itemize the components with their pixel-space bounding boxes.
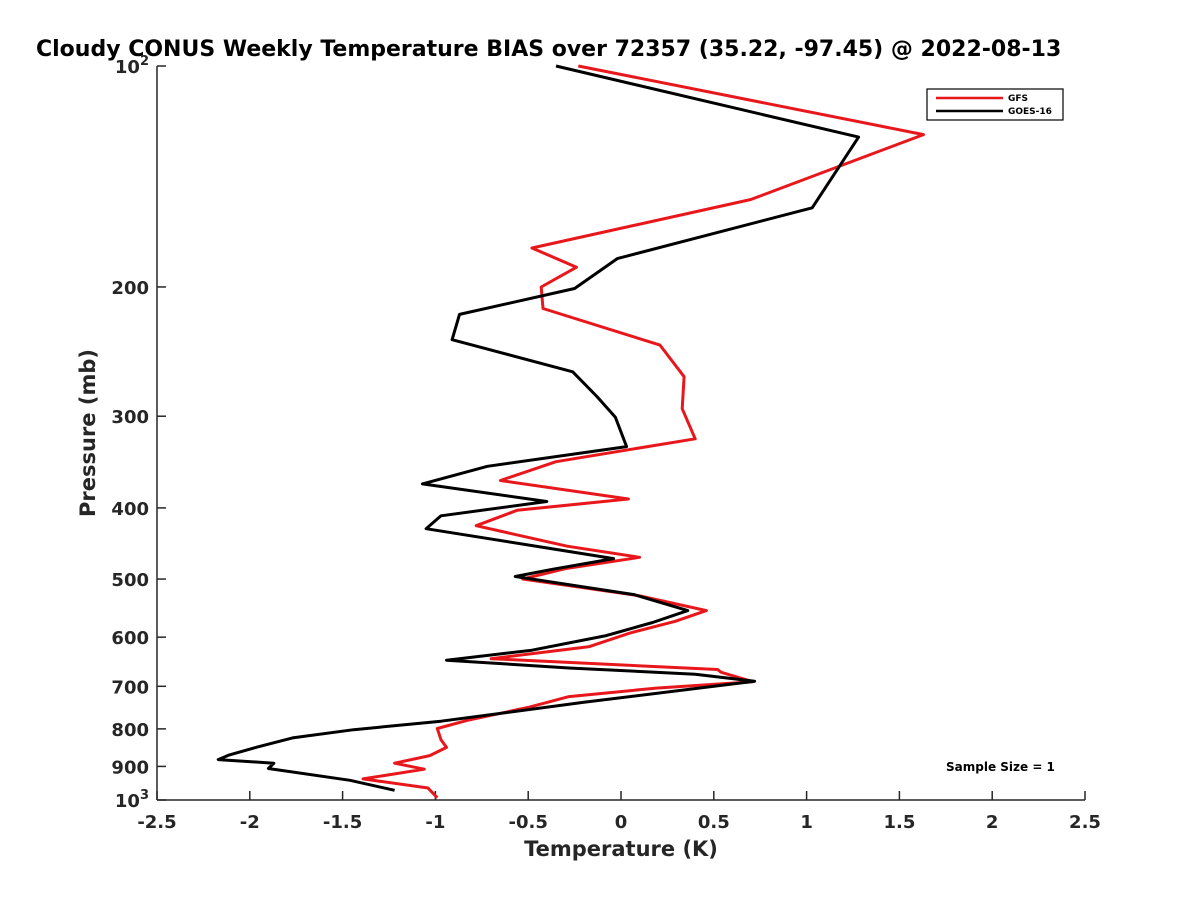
x-tick-label: 1 [800, 812, 813, 833]
y-tick-label: 700 [111, 677, 149, 698]
y-tick-label: 500 [111, 570, 149, 591]
y-tick-label: 200 [111, 278, 149, 299]
y-ticks: 102 200 300 400 500 600 700 800 900 103 [111, 54, 166, 812]
legend-label-goes16: GOES-16 [1008, 107, 1052, 117]
series-line-gfs [361, 64, 925, 799]
y-tick-label: 103 [115, 788, 149, 812]
y-tick-label: 102 [115, 54, 149, 78]
y-tick-label: 800 [111, 720, 149, 741]
x-tick-label: 0.5 [698, 812, 730, 833]
x-axis-label: Temperature (K) [524, 837, 718, 861]
x-tick-label: -0.5 [509, 812, 548, 833]
series-line-goes16 [216, 64, 861, 792]
x-tick-label: 0 [615, 812, 628, 833]
x-tick-label: -1.5 [323, 812, 362, 833]
sample-size-annotation: Sample Size = 1 [946, 760, 1055, 774]
x-tick-label: -1 [425, 812, 445, 833]
y-tick-label: 300 [111, 407, 149, 428]
x-ticks: -2.5 -2 -1.5 -1 -0.5 0 0.5 1 1.5 2 2.5 [137, 791, 1101, 833]
chart-title: Cloudy CONUS Weekly Temperature BIAS ove… [36, 37, 1061, 62]
legend-box [926, 88, 1064, 121]
y-tick-label: 900 [111, 757, 149, 778]
y-axis-label: Pressure (mb) [76, 349, 100, 517]
x-tick-label: -2.5 [137, 812, 176, 833]
legend-label-gfs: GFS [1008, 94, 1028, 104]
y-tick-label: 400 [111, 499, 149, 520]
series-group [216, 64, 925, 799]
x-tick-label: 1.5 [883, 812, 915, 833]
x-tick-label: -2 [240, 812, 260, 833]
y-tick-label: 600 [111, 628, 149, 649]
legend: GFS GOES-16 [926, 88, 1064, 121]
x-tick-label: 2.5 [1069, 812, 1101, 833]
x-tick-label: 2 [986, 812, 999, 833]
